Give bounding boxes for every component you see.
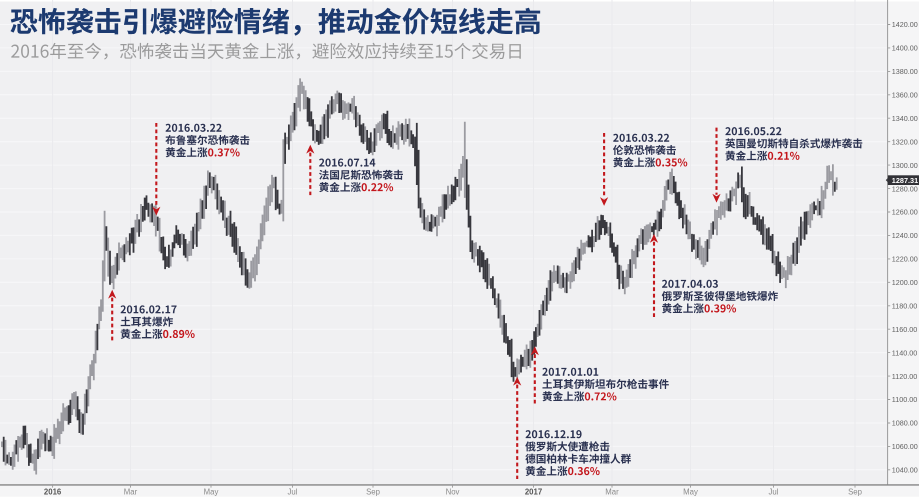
svg-text:1080.00: 1080.00 — [892, 419, 918, 428]
svg-text:1040.00: 1040.00 — [892, 466, 918, 475]
svg-text:2017: 2017 — [525, 488, 542, 497]
svg-text:1260.00: 1260.00 — [892, 208, 918, 217]
svg-text:May: May — [204, 488, 219, 497]
svg-text:1360.00: 1360.00 — [892, 91, 918, 100]
svg-text:Jul: Jul — [288, 488, 298, 497]
svg-text:Sep: Sep — [848, 488, 863, 497]
svg-text:Nov: Nov — [446, 488, 460, 497]
svg-text:1100.00: 1100.00 — [892, 395, 917, 404]
svg-text:1380.00: 1380.00 — [892, 67, 918, 76]
svg-text:1300.00: 1300.00 — [892, 161, 918, 170]
svg-text:1240.00: 1240.00 — [892, 231, 918, 240]
svg-text:1180.00: 1180.00 — [892, 302, 917, 311]
svg-text:2016: 2016 — [44, 488, 62, 497]
svg-text:1160.00: 1160.00 — [892, 325, 917, 334]
svg-text:1400.00: 1400.00 — [892, 44, 918, 53]
svg-text:May: May — [683, 488, 698, 497]
svg-text:1420.00: 1420.00 — [892, 20, 918, 29]
svg-text:1120.00: 1120.00 — [892, 372, 917, 381]
svg-text:Mar: Mar — [605, 488, 619, 497]
svg-text:Jul: Jul — [769, 488, 779, 497]
svg-text:Sep: Sep — [366, 488, 381, 497]
svg-text:Mar: Mar — [124, 488, 138, 497]
svg-text:1287.31: 1287.31 — [892, 176, 918, 185]
svg-text:1200.00: 1200.00 — [892, 278, 918, 287]
svg-text:1140.00: 1140.00 — [892, 348, 917, 357]
svg-text:1060.00: 1060.00 — [892, 442, 918, 451]
svg-text:1220.00: 1220.00 — [892, 255, 918, 264]
svg-text:1340.00: 1340.00 — [892, 114, 918, 123]
svg-text:1280.00: 1280.00 — [892, 184, 918, 193]
svg-text:1320.00: 1320.00 — [892, 137, 918, 146]
